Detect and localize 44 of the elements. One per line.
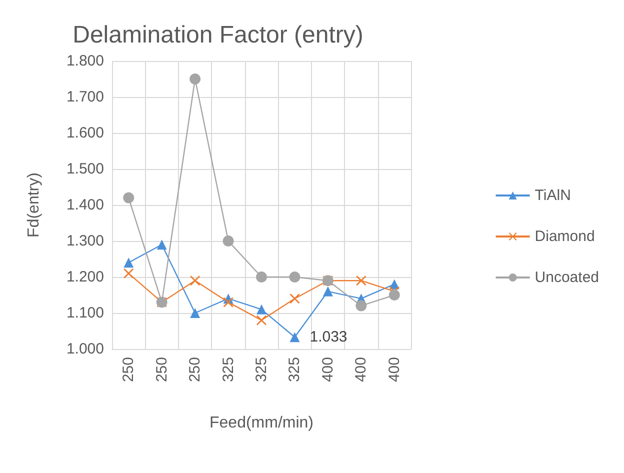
y-axis-title: Fd(entry) [26,172,42,238]
legend-label: Diamond [534,228,595,245]
point [190,276,200,286]
x-tick-label: 250 [153,357,170,382]
y-tick-label: 1.500 [66,160,104,178]
point [289,272,300,282]
x-tick-label: 400 [386,357,403,382]
y-tick-label: 1.800 [66,52,104,70]
x-tick-label: 325 [253,357,270,382]
point [356,300,367,312]
y-tick-label: 1.000 [66,340,104,358]
x-tick-label: 400 [352,357,370,382]
point [123,192,134,204]
point [190,74,201,84]
point [290,294,300,304]
point [124,258,134,268]
point [223,297,234,308]
y-tick-label: 1.100 [66,304,104,322]
legend-label: TiAlN [534,187,571,204]
point [356,276,366,286]
point [156,240,167,250]
y-tick-label: 1.300 [66,232,104,250]
x-tick-label: 400 [319,357,336,382]
legend-label: Uncoated [534,269,600,286]
point [124,268,134,278]
data-label: 1.033 [310,328,348,346]
x-tick-label: 250 [186,357,204,382]
y-tick-label: 1.700 [66,88,104,106]
point [256,272,267,282]
point [256,304,266,314]
x-tick-label: 250 [120,357,138,382]
x-tick-label: 325 [286,357,304,382]
point [256,315,266,326]
point [388,290,400,300]
point [222,236,234,246]
x-tick-label: 325 [220,357,237,382]
y-tick-label: 1.400 [66,196,104,214]
x-axis-title: Feed(mm/min) [209,414,314,432]
chart-title: Delamination Factor (entry) [72,22,364,48]
y-tick-label: 1.600 [66,124,104,142]
point [290,332,300,342]
y-tick-label: 1.200 [66,268,104,286]
point [190,308,200,318]
point [322,286,333,296]
